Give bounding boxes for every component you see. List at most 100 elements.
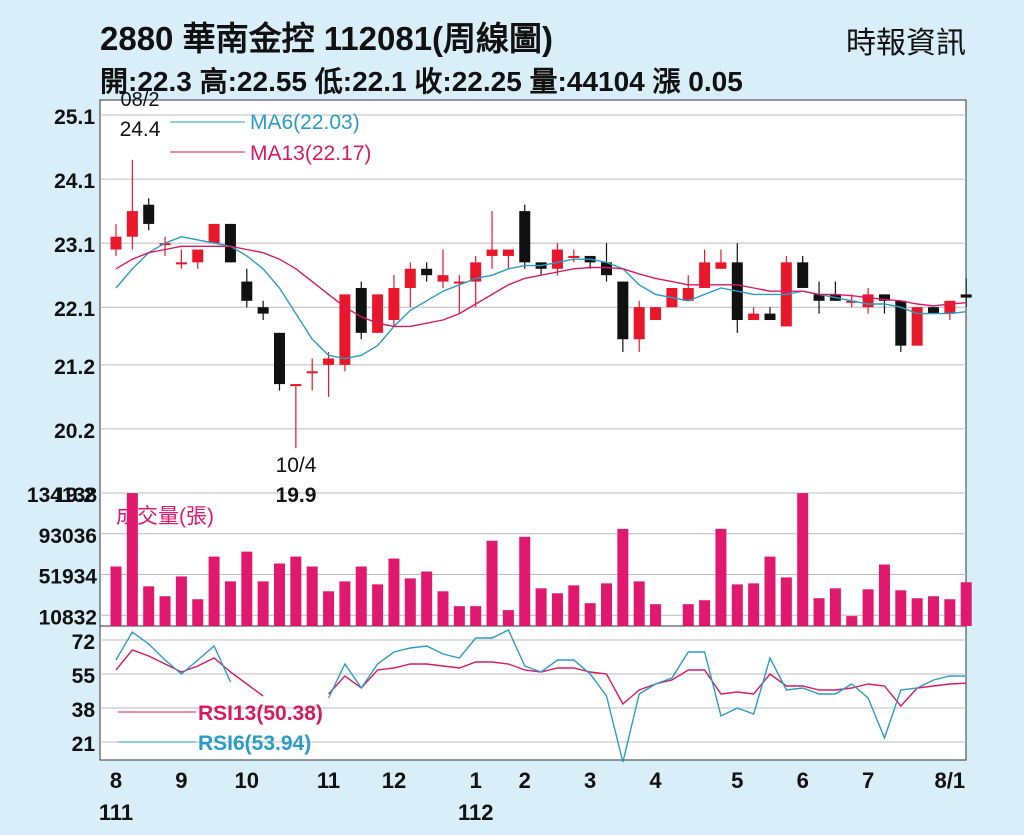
ma6-line [115, 235, 967, 360]
candle-body [224, 223, 236, 263]
candle-body [764, 313, 776, 321]
volume-bar [355, 566, 367, 626]
chart-title: 2880 華南金控 112081(周線圖) [100, 20, 554, 57]
ma13-legend-label: MA13(22.17) [250, 142, 371, 165]
candle-body [699, 262, 711, 288]
volume-bar [175, 576, 187, 626]
volume-bar [388, 558, 400, 626]
candle-body [748, 313, 760, 321]
candle-body [175, 262, 187, 265]
candle-body [846, 300, 858, 303]
x-tick-label: 4 [649, 768, 662, 793]
volume-tick-label: 134138 [27, 484, 97, 507]
volume-bar [584, 603, 596, 626]
candle-body [453, 281, 465, 284]
candle-body [274, 332, 285, 385]
candle-body [404, 268, 416, 288]
candle-body [617, 281, 629, 340]
x-tick-label: 6 [797, 768, 809, 793]
candle-body [601, 262, 612, 276]
candle-body [339, 294, 351, 365]
price-tick-label: 25.1 [54, 106, 95, 129]
volume-bar [241, 551, 253, 626]
candle-body [355, 287, 367, 333]
data-source: 時報資訊 [846, 27, 966, 60]
rsi6-line [115, 629, 967, 763]
candle-body [568, 255, 580, 258]
x-tick-label: 9 [175, 768, 187, 793]
volume-bar [257, 581, 269, 626]
candle-body [960, 294, 972, 298]
volume-bar [878, 564, 890, 626]
candle-body [551, 249, 563, 269]
volume-bar [780, 577, 792, 626]
volume-bar [421, 571, 433, 626]
rsi-tick-label: 38 [72, 699, 96, 722]
volume-bar [535, 588, 547, 626]
volume-bar [797, 493, 809, 626]
candle-body [159, 243, 171, 246]
rsi-tick-label: 72 [72, 631, 95, 654]
rsi13-legend-label: RSI13(50.38) [198, 702, 323, 725]
volume-bar [208, 556, 220, 626]
high-date-annotation: 08/2 [121, 89, 160, 111]
candle-body [519, 211, 531, 263]
candle-body [290, 384, 302, 387]
volume-tick-label: 10832 [39, 606, 97, 629]
candle-body [421, 268, 433, 276]
volume-bar [551, 593, 563, 626]
candle-body [192, 249, 204, 263]
volume-bar [453, 606, 465, 626]
candle-body [126, 211, 138, 237]
x-tick-label: 2 [519, 768, 531, 793]
candle-body [797, 262, 809, 288]
volume-tick-label: 51934 [39, 566, 98, 589]
price-tick-label: 24.1 [54, 170, 95, 193]
candle-body [470, 262, 482, 282]
ma13-line [115, 245, 967, 328]
volume-bar [224, 581, 236, 626]
volume-bar [699, 600, 711, 626]
volume-tick-label: 93036 [39, 525, 97, 548]
candle-body [372, 294, 384, 333]
candle-body [650, 307, 662, 321]
ma6-legend-label: MA6(22.03) [250, 111, 360, 134]
candle-body [715, 262, 727, 269]
volume-bar [617, 528, 629, 626]
volume-bar [601, 583, 612, 626]
price-tick-label: 22.1 [54, 298, 95, 321]
x-tick-label: 1 [470, 768, 482, 793]
candle-body [895, 300, 907, 346]
volume-bar [323, 591, 335, 626]
x-tick-year-label: 111 [99, 800, 133, 825]
price-tick-label: 19.2 [54, 484, 95, 507]
x-tick-label: 3 [584, 768, 596, 793]
volume-bar [486, 540, 498, 626]
candle-body [257, 307, 269, 314]
low-date-annotation: 10/4 [276, 454, 317, 477]
volume-bar [846, 616, 858, 626]
x-tick-year-label: 112 [458, 800, 494, 825]
price-tick-label: 21.2 [54, 356, 95, 379]
volume-bar [682, 604, 694, 626]
volume-bar [650, 604, 662, 626]
candle-body [862, 294, 874, 308]
volume-panel-title: 成交量(張) [116, 505, 214, 528]
volume-bar [110, 566, 122, 626]
volume-bar [192, 599, 204, 626]
rsi-tick-label: 21 [72, 733, 96, 756]
volume-bar [633, 581, 645, 626]
volume-bar [829, 588, 841, 626]
volume-bar [306, 566, 318, 626]
candle-body [813, 294, 825, 301]
volume-bar [159, 596, 171, 626]
volume-bar [944, 599, 956, 626]
candle-body [208, 223, 220, 244]
candle-body [323, 358, 335, 365]
volume-bar [126, 493, 138, 626]
candle-body [486, 249, 498, 256]
x-tick-label: 10 [235, 768, 259, 793]
price-tick-label: 20.2 [54, 420, 95, 443]
high-value-annotation: 24.4 [120, 118, 161, 141]
